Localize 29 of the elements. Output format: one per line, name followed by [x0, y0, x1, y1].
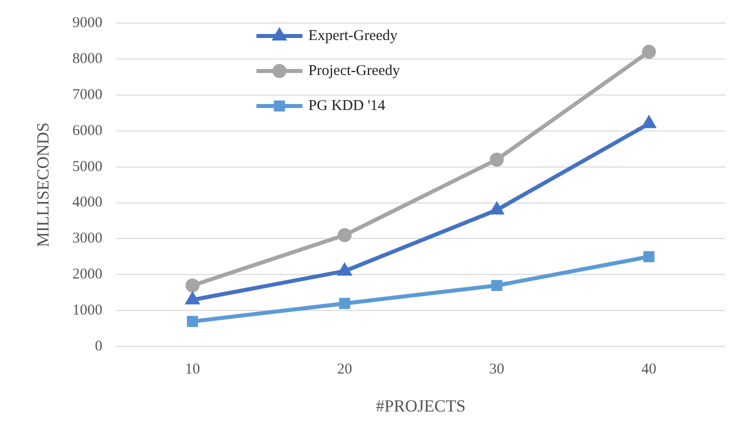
y-tick-label: 6000: [72, 122, 102, 139]
y-tick-label: 2000: [72, 266, 102, 283]
y-tick-label: 1000: [72, 302, 102, 319]
point: [490, 152, 504, 167]
point: [643, 251, 654, 262]
y-tick-label: 0: [94, 338, 102, 355]
y-tick-label: 3000: [72, 230, 102, 247]
point: [339, 298, 350, 309]
y-tick-label: 5000: [72, 158, 102, 175]
point: [338, 228, 352, 242]
y-tick-label: 8000: [72, 50, 102, 67]
y-tick-label: 4000: [72, 194, 102, 211]
y-tick-label: 7000: [72, 86, 102, 103]
legend-label: Project-Greedy: [308, 62, 401, 79]
point: [490, 202, 504, 214]
point: [186, 292, 199, 304]
x-tick-label: 40: [641, 362, 656, 378]
point: [186, 316, 198, 327]
x-axis-title: #PROJECTS: [376, 396, 466, 416]
point: [642, 44, 656, 59]
point: [185, 278, 200, 292]
x-tick-label: 10: [184, 362, 200, 378]
x-tick-label: 20: [337, 362, 352, 378]
legend-label: PG KDD '14: [308, 98, 386, 114]
legend-label: Expert-Greedy: [308, 28, 398, 44]
point: [491, 280, 502, 292]
y-tick-label: 9000: [72, 14, 102, 31]
y-axis-title: MILLISECONDS: [34, 122, 53, 248]
x-tick-label: 30: [489, 362, 504, 378]
